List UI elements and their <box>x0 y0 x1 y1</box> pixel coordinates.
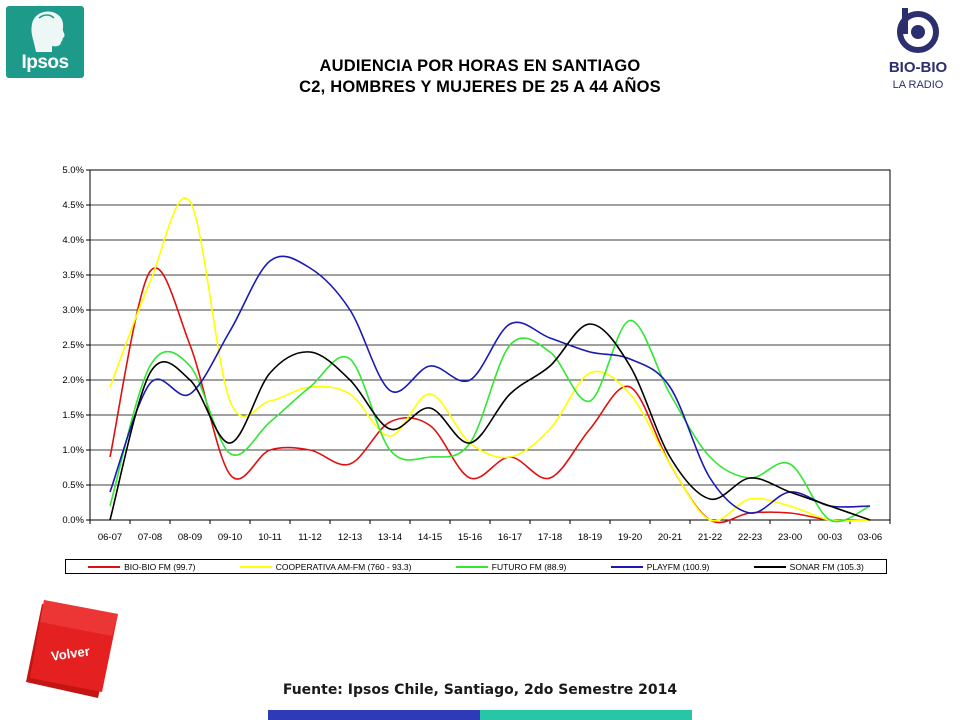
series-line-3 <box>109 319 871 523</box>
legend-item-3: FUTURO FM (88.9) <box>455 561 567 572</box>
legend-swatch <box>455 565 488 568</box>
legend-swatch <box>88 565 121 568</box>
x-tick-label: 23-00 <box>778 532 802 543</box>
series-line-4 <box>109 255 871 514</box>
chart-title-line1: AUDIENCIA POR HORAS EN SANTIAGO <box>319 57 641 75</box>
legend-item-4: PLAYFM (100.9) <box>610 561 710 572</box>
x-tick-label: 06-07 <box>98 532 122 543</box>
volver-button[interactable]: Volver <box>24 596 118 700</box>
legend-swatch <box>239 565 272 568</box>
audience-line-chart: 0.0% 0.5% 1.0% 1.5% 2.0% 2.5% 3.0% 3.5% 4.0% 4.5%… <box>62 165 891 543</box>
series-line-5 <box>109 323 871 521</box>
chart-legend: BIO-BIO FM (99.7) COOPERATIVA AM-FM (760 … <box>65 559 887 574</box>
ipsos-logo-text: Ipsos <box>21 52 69 73</box>
legend-item-5: SONAR FM (105.3) <box>753 561 864 572</box>
y-tick-label: 1.0% <box>62 445 84 456</box>
x-tick-label: 10-11 <box>258 532 282 543</box>
x-tick-label: 03-06 <box>858 532 882 543</box>
biobio-logo-subtext: LA RADIO <box>893 79 944 91</box>
y-tick-label: 0.0% <box>62 515 84 526</box>
x-tick-label: 15-16 <box>458 532 482 543</box>
y-tick-label: 1.5% <box>62 410 84 421</box>
biobio-logo-text: BIO-BIO <box>889 59 948 76</box>
x-tick-label: 07-08 <box>138 532 162 543</box>
x-tick-label: 22-23 <box>738 532 762 543</box>
footer-bar-blue <box>268 710 480 720</box>
x-tick-label: 20-21 <box>658 532 682 543</box>
legend-label: COOPERATIVA AM-FM (760 - 93.3) <box>275 561 412 572</box>
x-tick-label: 17-18 <box>538 532 562 543</box>
legend-label: PLAYFM (100.9) <box>646 561 710 572</box>
x-tick-label: 08-09 <box>178 532 202 543</box>
x-tick-label: 11-12 <box>298 532 322 543</box>
y-tick-label: 2.5% <box>62 340 84 351</box>
y-tick-label: 2.0% <box>62 375 84 386</box>
y-tick-label: 4.0% <box>62 235 84 246</box>
x-tick-label: 18-19 <box>578 532 602 543</box>
ipsos-head-icon <box>31 11 65 52</box>
legend-label: BIO-BIO FM (99.7) <box>124 561 196 572</box>
x-tick-label: 09-10 <box>218 532 242 543</box>
chart-series <box>109 197 871 524</box>
x-tick-label: 12-13 <box>338 532 362 543</box>
biobio-emblem-icon <box>897 8 939 53</box>
x-tick-label: 13-14 <box>378 532 402 543</box>
y-tick-label: 0.5% <box>62 480 84 491</box>
ipsos-logo: Ipsos <box>6 6 84 78</box>
source-note: Fuente: Ipsos Chile, Santiago, 2do Semes… <box>282 682 678 698</box>
legend-label: FUTURO FM (88.9) <box>491 561 567 572</box>
legend-label: SONAR FM (105.3) <box>789 561 864 572</box>
legend-item-1: BIO-BIO FM (99.7) <box>88 562 195 572</box>
y-tick-label: 5.0% <box>62 165 84 176</box>
chart-title: AUDIENCIA POR HORAS EN SANTIAGO C2, HOMB… <box>200 56 760 98</box>
x-tick-label: 21-22 <box>698 532 722 543</box>
legend-swatch <box>610 565 643 568</box>
legend-item-2: COOPERATIVA AM-FM (760 - 93.3) <box>239 561 412 572</box>
y-tick-label: 4.5% <box>62 200 84 211</box>
chart-grid <box>89 169 891 521</box>
y-tick-label: 3.0% <box>62 305 84 316</box>
y-tick-label: 3.5% <box>62 270 84 281</box>
chart-title-line2: C2, HOMBRES Y MUJERES DE 25 A 44 AÑOS <box>299 78 661 96</box>
chart-axes: 0.0% 0.5% 1.0% 1.5% 2.0% 2.5% 3.0% 3.5% 4.0% 4.5%… <box>62 165 891 543</box>
legend-swatch <box>753 565 786 568</box>
x-tick-label: 14-15 <box>418 532 442 543</box>
footer-bar-teal <box>480 710 692 720</box>
x-tick-label: 00-03 <box>818 532 842 543</box>
volver-label: Volver <box>50 643 90 663</box>
series-line-2 <box>109 197 871 522</box>
x-tick-label: 19-20 <box>618 532 642 543</box>
biobio-logo: BIO-BIO LA RADIO <box>889 8 948 91</box>
x-tick-label: 16-17 <box>498 532 522 543</box>
